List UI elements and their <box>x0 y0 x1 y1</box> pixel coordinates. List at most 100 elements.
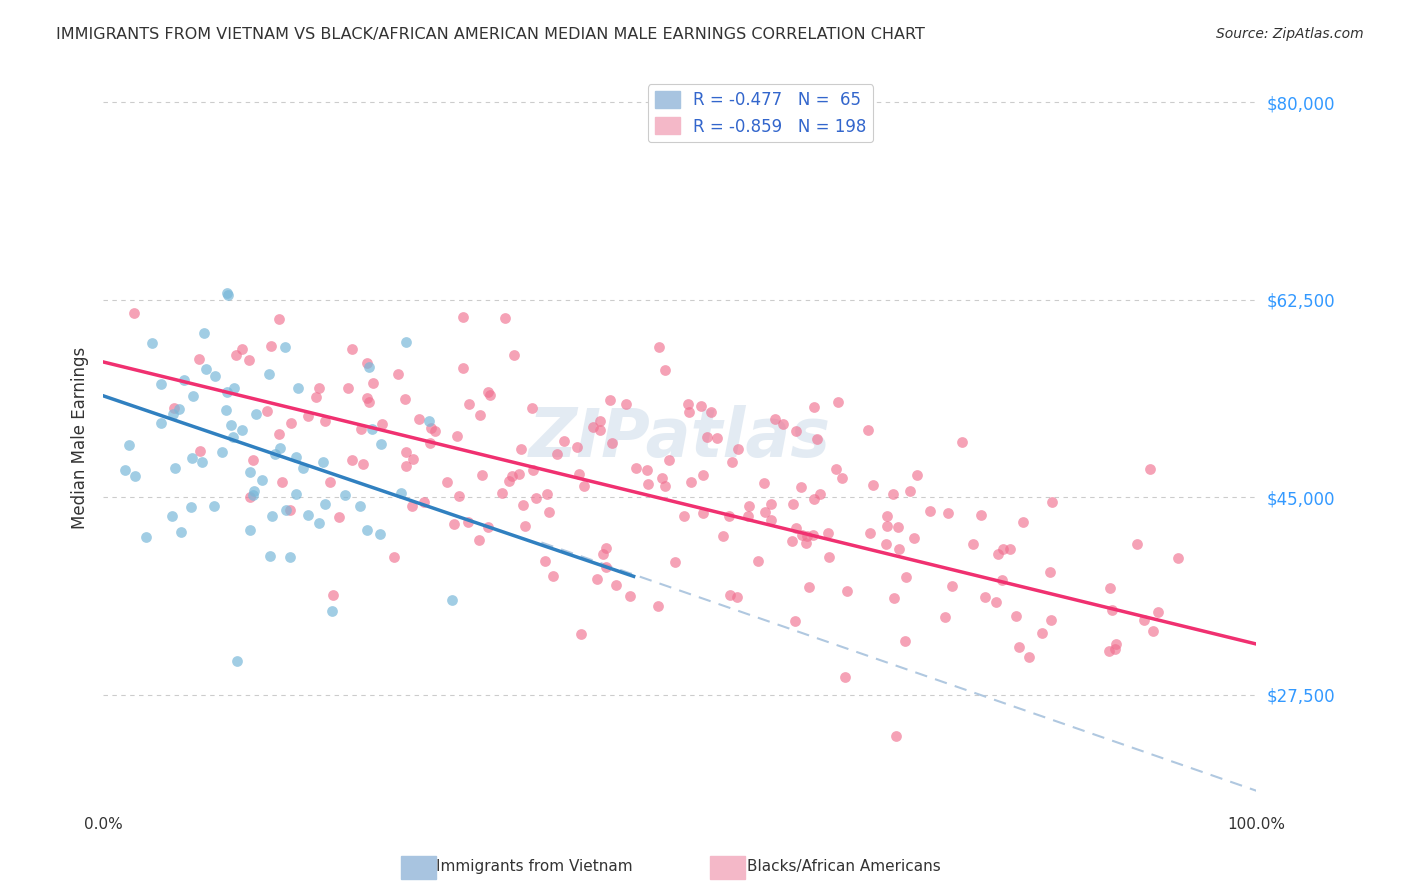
Point <box>647 599 669 613</box>
Point <box>451 310 474 324</box>
Point <box>181 450 204 465</box>
Point <box>163 461 186 475</box>
Point <box>727 442 749 456</box>
Point <box>856 423 879 437</box>
Point <box>737 509 759 524</box>
Point <box>340 453 363 467</box>
Point <box>501 469 523 483</box>
Point <box>163 401 186 415</box>
Point <box>824 462 846 476</box>
Point <box>950 435 973 450</box>
Point <box>370 437 392 451</box>
Point <box>512 498 534 512</box>
Point <box>446 429 468 443</box>
Point <box>624 461 647 475</box>
Point <box>699 404 721 418</box>
Point <box>245 407 267 421</box>
Point <box>569 627 592 641</box>
Point <box>678 405 700 419</box>
Point <box>328 510 350 524</box>
Text: Source: ZipAtlas.com: Source: ZipAtlas.com <box>1216 27 1364 41</box>
Point <box>312 455 335 469</box>
Point <box>941 579 963 593</box>
Legend: R = -0.477   N =  65, R = -0.859   N = 198: R = -0.477 N = 65, R = -0.859 N = 198 <box>648 84 873 142</box>
Point <box>721 455 744 469</box>
Text: IMMIGRANTS FROM VIETNAM VS BLACK/AFRICAN AMERICAN MEDIAN MALE EARNINGS CORRELATI: IMMIGRANTS FROM VIETNAM VS BLACK/AFRICAN… <box>56 27 925 42</box>
Point <box>477 385 499 400</box>
Point <box>718 588 741 602</box>
Point <box>242 453 264 467</box>
Point <box>224 381 246 395</box>
Point <box>893 633 915 648</box>
Point <box>204 369 226 384</box>
Text: ZIPatlas: ZIPatlas <box>529 405 831 471</box>
Y-axis label: Median Male Earnings: Median Male Earnings <box>72 347 89 529</box>
Point <box>817 525 839 540</box>
Point <box>278 549 301 564</box>
Point <box>1031 626 1053 640</box>
Point <box>896 570 918 584</box>
Point <box>238 352 260 367</box>
Point <box>308 516 330 530</box>
Point <box>371 417 394 431</box>
Point <box>340 342 363 356</box>
Point <box>541 568 564 582</box>
Point <box>314 414 336 428</box>
Point <box>423 424 446 438</box>
Point <box>1126 536 1149 550</box>
Point <box>181 389 204 403</box>
Point <box>361 422 384 436</box>
Point <box>269 442 291 456</box>
Point <box>882 487 904 501</box>
Point <box>654 479 676 493</box>
Point <box>150 417 173 431</box>
Point <box>763 412 786 426</box>
Point <box>586 573 609 587</box>
Point <box>1167 550 1189 565</box>
Point <box>831 471 853 485</box>
Point <box>291 460 314 475</box>
Point <box>934 610 956 624</box>
Point <box>772 417 794 431</box>
Point <box>389 486 412 500</box>
Point <box>173 373 195 387</box>
Point <box>1099 582 1122 596</box>
Point <box>835 583 858 598</box>
Point <box>692 467 714 482</box>
Point <box>803 400 825 414</box>
Point <box>903 531 925 545</box>
Point <box>491 485 513 500</box>
Point <box>160 509 183 524</box>
Text: Blacks/African Americans: Blacks/African Americans <box>747 859 941 874</box>
Point <box>219 417 242 432</box>
Point <box>1139 462 1161 476</box>
Point <box>478 387 501 401</box>
Point <box>785 614 807 628</box>
Point <box>274 503 297 517</box>
Point <box>538 504 561 518</box>
Point <box>1038 565 1060 579</box>
Point <box>520 401 543 416</box>
Point <box>308 381 330 395</box>
Point <box>368 527 391 541</box>
Point <box>114 463 136 477</box>
Point <box>818 549 841 564</box>
Point <box>692 506 714 520</box>
Point <box>1142 624 1164 638</box>
Point <box>600 436 623 450</box>
Point <box>658 453 681 467</box>
Point <box>495 311 517 326</box>
Point <box>190 454 212 468</box>
Point <box>471 467 494 482</box>
Point <box>759 497 782 511</box>
Point <box>122 305 145 319</box>
Point <box>278 502 301 516</box>
Point <box>801 527 824 541</box>
Point <box>305 390 328 404</box>
Point <box>167 401 190 416</box>
Point <box>780 534 803 549</box>
Point <box>973 591 995 605</box>
Point <box>754 505 776 519</box>
Point <box>589 424 612 438</box>
Point <box>782 496 804 510</box>
